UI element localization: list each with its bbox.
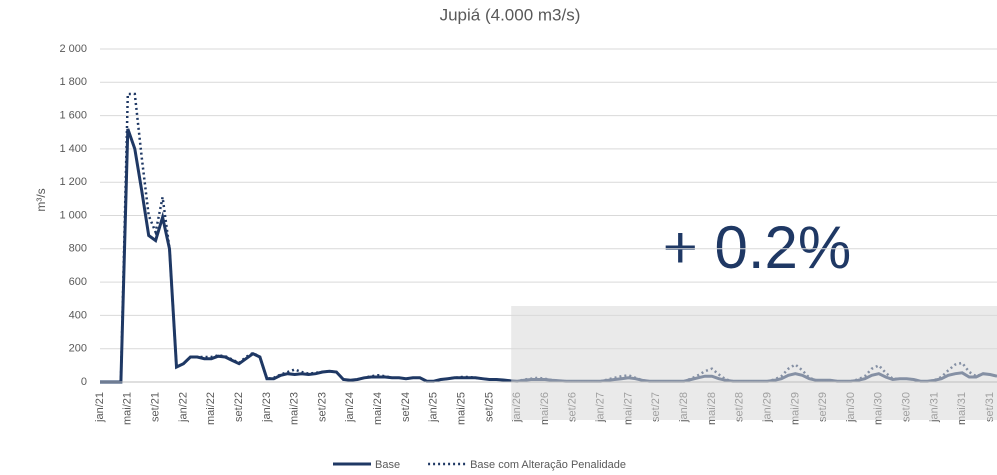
y-tick-label: 200 (69, 343, 87, 355)
chart-title: Jupiá (4.000 m3/s) (440, 5, 581, 24)
x-tick-label: set/23 (316, 392, 328, 422)
x-tick-label: mai/23 (289, 392, 301, 425)
x-tick-label: set/21 (150, 392, 162, 422)
x-tick-label: jan/24 (344, 392, 356, 423)
legend-label: Base (375, 459, 400, 471)
y-tick-label: 800 (69, 243, 87, 255)
x-tick-label: mai/25 (455, 392, 467, 425)
y-tick-label: 1 400 (59, 143, 87, 155)
y-tick-label: 1 000 (59, 209, 87, 221)
x-tick-label: mai/21 (122, 392, 134, 425)
x-tick-label: jan/21 (94, 392, 106, 423)
x-tick-label: set/22 (233, 392, 245, 422)
x-tick-label: mai/22 (205, 392, 217, 425)
y-tick-label: 0 (81, 376, 87, 388)
x-tick-label: set/24 (400, 392, 412, 422)
x-tick-label: set/25 (483, 392, 495, 422)
y-tick-label: 1 600 (59, 110, 87, 122)
y-tick-label: 600 (69, 276, 87, 288)
y-tick-label: 2 000 (59, 43, 87, 55)
x-tick-label: jan/23 (261, 392, 273, 423)
y-tick-label: 400 (69, 309, 87, 321)
legend-label: Base com Alteração Penalidade (470, 459, 626, 471)
y-tick-label: 1 800 (59, 76, 87, 88)
x-tick-label: jan/25 (428, 392, 440, 423)
x-tick-label: mai/24 (372, 392, 384, 425)
shaded-region (511, 306, 997, 420)
y-axis-label: m³/s (34, 188, 48, 211)
y-tick-label: 1 200 (59, 176, 87, 188)
x-tick-label: jan/22 (177, 392, 189, 423)
annotation: + 0.2% (663, 214, 851, 281)
